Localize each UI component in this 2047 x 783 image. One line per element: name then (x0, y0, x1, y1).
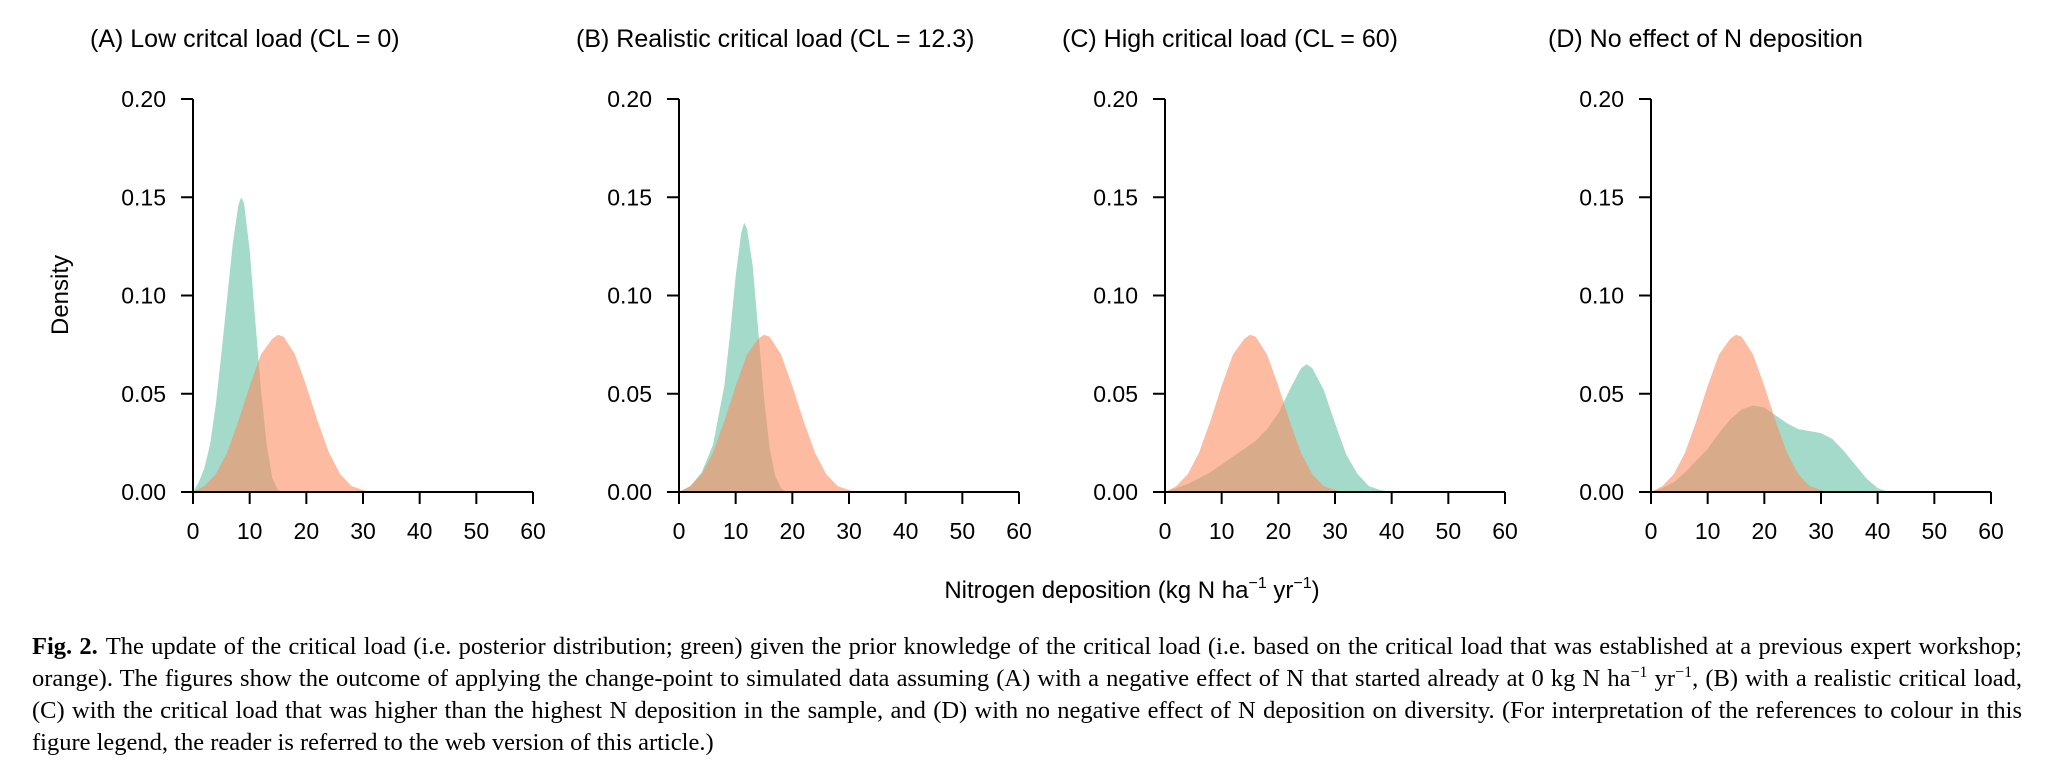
y-tick-label: 0.10 (121, 283, 166, 309)
x-tick-label: 60 (1978, 518, 2004, 544)
x-tick-label: 60 (1006, 518, 1032, 544)
chart-panel: (C) High critical load (CL = 60) 0 10 20 30 4… (1062, 25, 1518, 544)
x-axis-label-sup1: −1 (1249, 575, 1267, 592)
x-tick-label: 20 (780, 518, 806, 544)
y-tick-label: 0.15 (121, 184, 166, 210)
chart-panel: (B) Realistic critical load (CL = 12.3) 0… (576, 25, 1032, 544)
x-tick-label: 20 (1752, 518, 1778, 544)
x-axis-label-sup2: −1 (1293, 575, 1311, 592)
caption-text-3: , (B) with a realistic critical load, (C… (32, 665, 2022, 756)
x-tick-label: 30 (350, 518, 376, 544)
x-tick-label: 50 (464, 518, 490, 544)
y-tick-label: 0.20 (121, 86, 166, 112)
x-tick-label: 10 (1695, 518, 1721, 544)
y-tick-label: 0.20 (1093, 86, 1138, 112)
x-tick-label: 60 (1492, 518, 1518, 544)
x-tick-label: 30 (1322, 518, 1348, 544)
caption-figure-number: Fig. 2. (32, 633, 98, 660)
x-tick-label: 40 (407, 518, 433, 544)
y-tick-label: 0.20 (1579, 86, 1624, 112)
x-tick-label: 10 (1209, 518, 1235, 544)
x-tick-label: 0 (1159, 518, 1172, 544)
y-tick-label: 0.20 (607, 86, 652, 112)
x-tick-label: 0 (1645, 518, 1658, 544)
y-tick-label: 0.10 (607, 283, 652, 309)
caption-text-2: yr (1647, 665, 1676, 692)
x-tick-label: 0 (673, 518, 686, 544)
x-tick-label: 50 (1922, 518, 1948, 544)
prior-density-area (1165, 334, 1341, 492)
panel-title: (D) No effect of N deposition (1548, 25, 1863, 53)
x-tick-label: 10 (237, 518, 263, 544)
y-tick-label: 0.05 (121, 381, 166, 407)
x-axis-label-middle: yr (1267, 577, 1294, 604)
x-tick-label: 40 (1379, 518, 1405, 544)
figure-caption: Fig. 2. The update of the critical load (… (32, 631, 2022, 759)
caption-text-1: The update of the critical load (i.e. po… (32, 633, 2022, 692)
x-tick-label: 40 (893, 518, 919, 544)
y-tick-label: 0.00 (1093, 479, 1138, 505)
y-tick-label: 0.00 (121, 479, 166, 505)
x-tick-label: 10 (723, 518, 749, 544)
y-tick-label: 0.05 (1093, 381, 1138, 407)
caption-sup-2: −1 (1675, 663, 1693, 681)
x-tick-label: 60 (520, 518, 546, 544)
x-axis-label-suffix: ) (1312, 577, 1320, 604)
x-tick-label: 20 (1266, 518, 1292, 544)
x-axis-label: Nitrogen deposition (kg N ha−1 yr−1) (944, 575, 1319, 604)
panel-title: (C) High critical load (CL = 60) (1062, 25, 1398, 53)
y-tick-label: 0.05 (1579, 381, 1624, 407)
prior-density-area (193, 334, 369, 492)
x-axis-label-prefix: Nitrogen deposition (kg N ha (944, 577, 1249, 604)
y-tick-label: 0.10 (1093, 283, 1138, 309)
x-tick-label: 0 (187, 518, 200, 544)
x-tick-label: 30 (1808, 518, 1834, 544)
y-tick-label: 0.15 (607, 184, 652, 210)
prior-density-area (1651, 334, 1827, 492)
x-tick-label: 50 (950, 518, 976, 544)
chart-panel: (D) No effect of N deposition 0 10 20 30 40 50… (1548, 25, 2004, 544)
panel-title: (A) Low critcal load (CL = 0) (90, 25, 400, 53)
chart-panel: (A) Low critcal load (CL = 0) 0 10 20 30 40 50… (90, 25, 546, 544)
y-tick-label: 0.00 (607, 479, 652, 505)
figure-panels: (A) Low critcal load (CL = 0) 0 10 20 30 40 50… (47, 25, 2004, 604)
prior-density-area (679, 334, 855, 492)
x-tick-label: 20 (294, 518, 320, 544)
y-tick-label: 0.00 (1579, 479, 1624, 505)
y-tick-label: 0.10 (1579, 283, 1624, 309)
y-axis-label: Density (47, 255, 74, 335)
x-tick-label: 30 (836, 518, 862, 544)
y-tick-label: 0.05 (607, 381, 652, 407)
y-tick-label: 0.15 (1579, 184, 1624, 210)
y-tick-label: 0.15 (1093, 184, 1138, 210)
caption-sup-1: −1 (1630, 663, 1648, 681)
panel-title: (B) Realistic critical load (CL = 12.3) (576, 25, 975, 53)
x-tick-label: 50 (1436, 518, 1462, 544)
x-tick-label: 40 (1865, 518, 1891, 544)
